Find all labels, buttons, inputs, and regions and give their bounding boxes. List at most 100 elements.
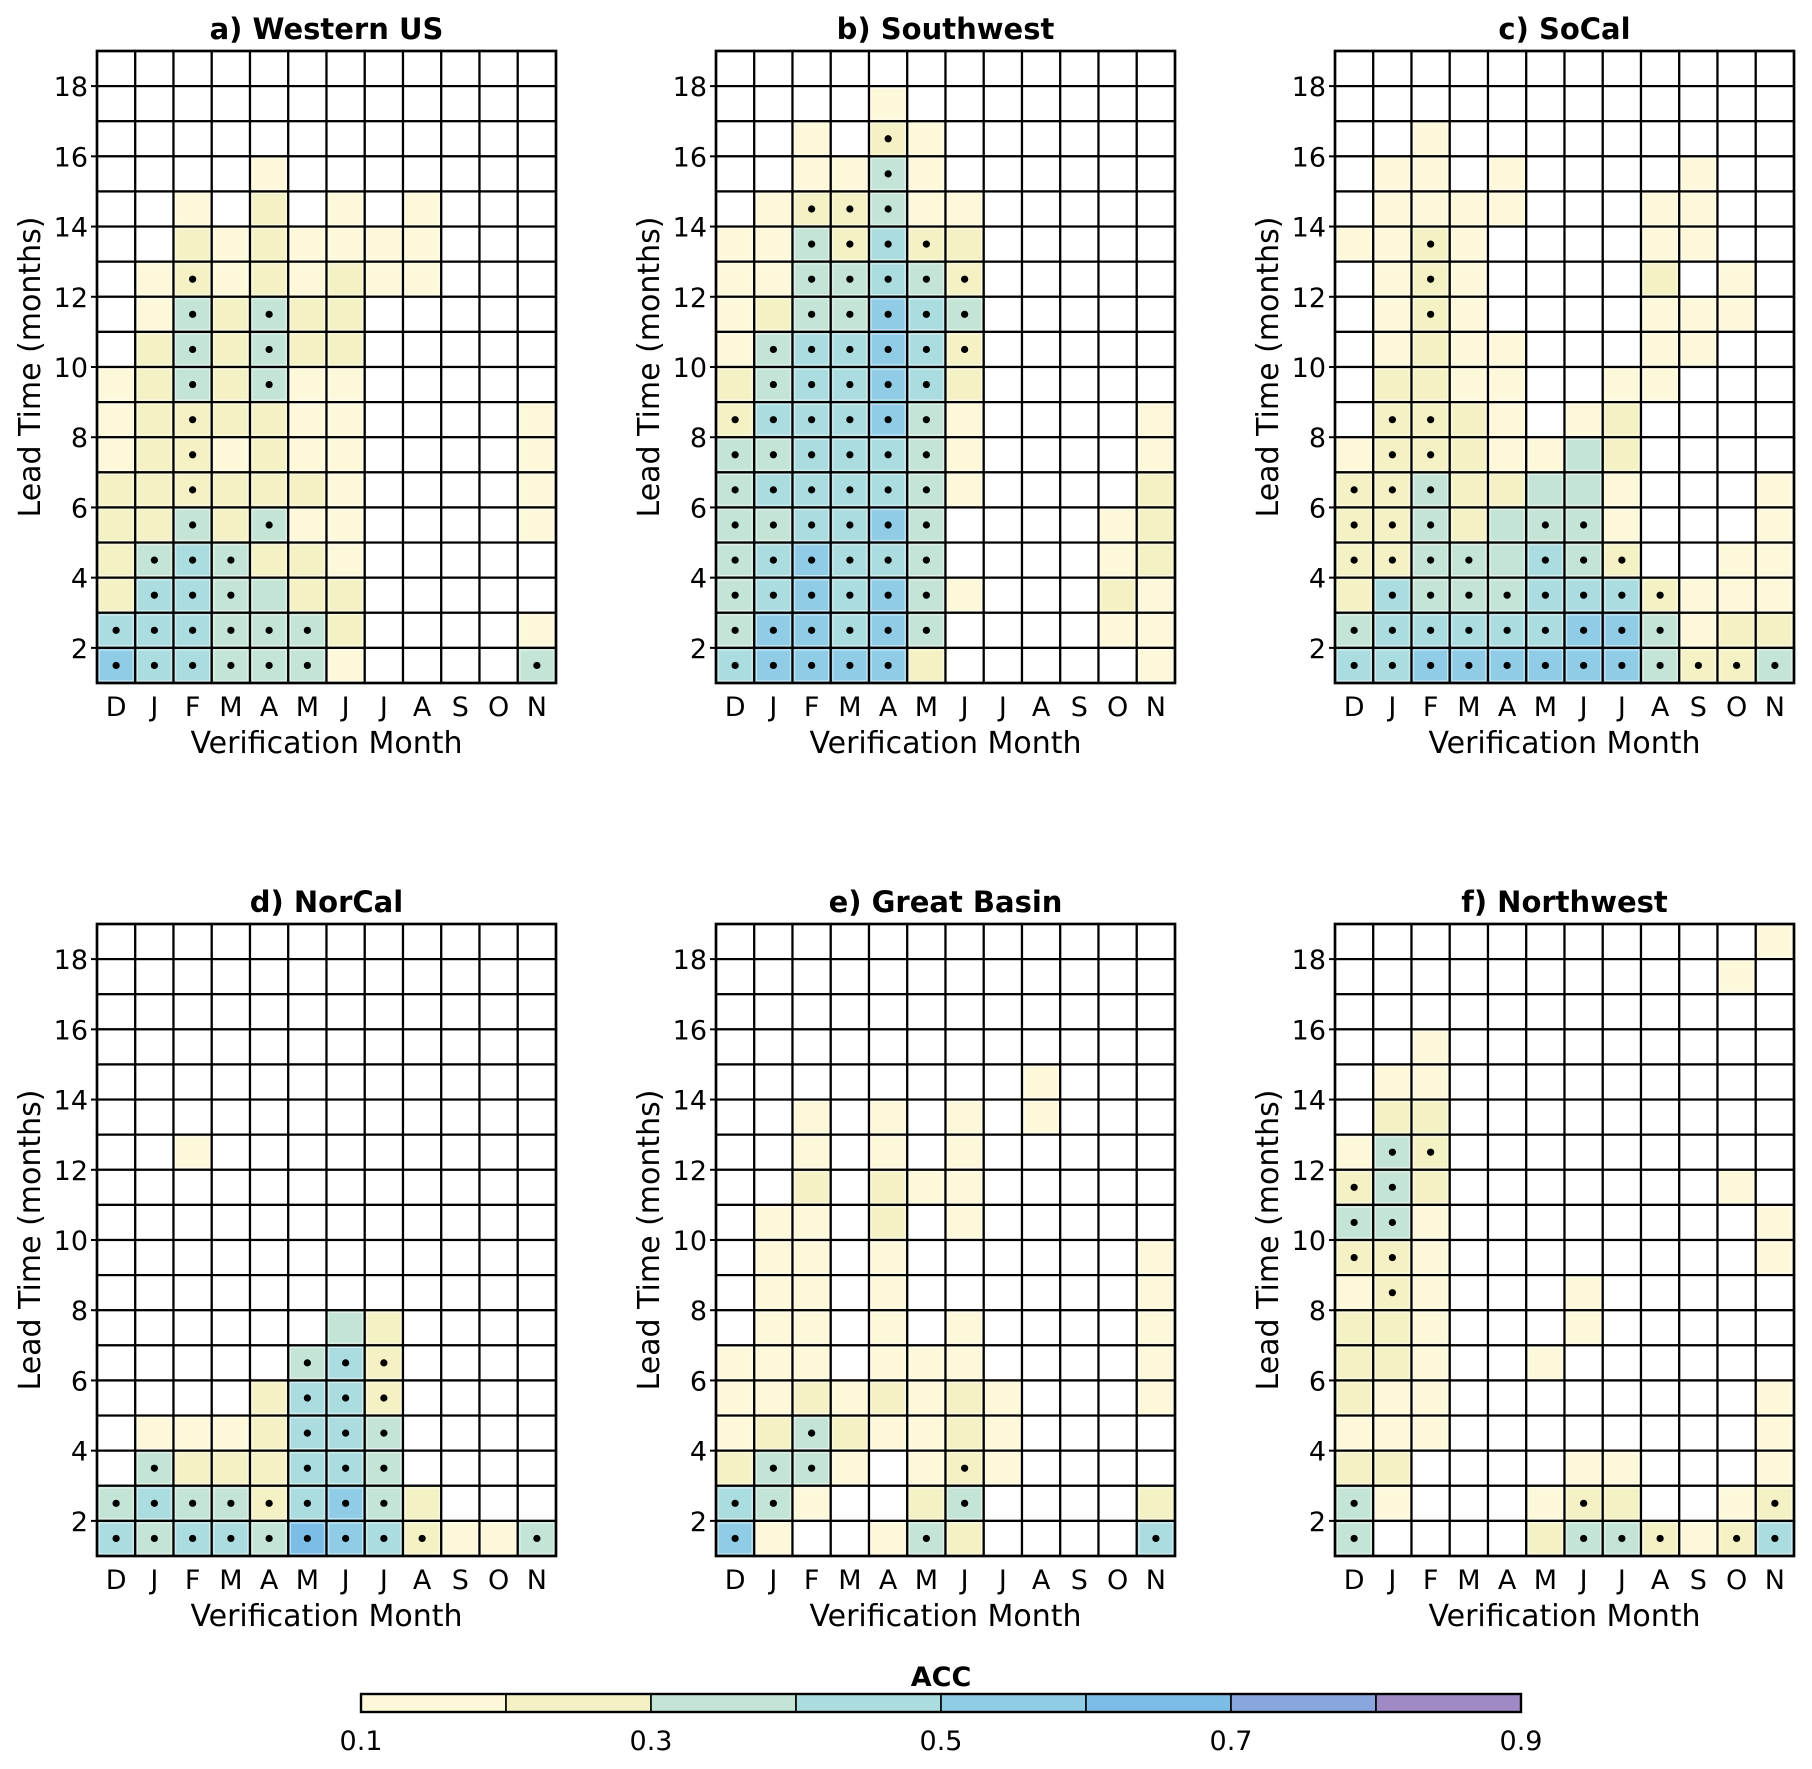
heatmap-cell-edge [289,333,325,366]
significance-dot [1771,1499,1779,1507]
heatmap-cell-edge [1374,579,1410,612]
heatmap-cell [248,225,290,263]
heatmap-cell-edge [1642,1522,1678,1555]
significance-dot [342,1429,350,1437]
heatmap-cell [1135,365,1177,404]
heatmap-cell-edge [908,1487,944,1520]
y-tick-label: 14 [54,1086,88,1117]
colorbar-tick-label: 0.9 [1500,1726,1543,1757]
heatmap-cell-edge [947,1101,983,1133]
heatmap-cell-edge [794,298,830,331]
heatmap-cell [287,401,328,439]
heatmap-cell-edge [1138,438,1174,471]
heatmap-cell [982,436,1024,474]
significance-dot [731,486,739,494]
heatmap-cell [1486,401,1528,439]
heatmap-cell [1563,260,1604,298]
heatmap-cell-edge [519,474,555,506]
heatmap-cell [95,1028,137,1066]
heatmap-cell-edge [1413,263,1449,296]
heatmap-cell-edge [947,228,983,260]
significance-dot [1388,1183,1396,1191]
heatmap-cell-edge [908,438,944,471]
heatmap-cell [1678,225,1719,263]
heatmap-cell [1097,225,1138,263]
heatmap-cell [1020,155,1062,193]
heatmap-cell [287,365,328,404]
heatmap-cell-edge [908,158,944,190]
heatmap-cell [1601,958,1643,996]
heatmap-cell [95,190,137,228]
heatmap-cell [134,1414,175,1452]
heatmap-cell [1601,1309,1643,1347]
heatmap-cell [401,436,443,474]
heatmap-cell [325,1133,366,1171]
significance-dot [1541,626,1549,634]
heatmap-cell-edge [251,193,287,225]
heatmap-cell-edge [1413,158,1449,190]
heatmap-cell [1716,1238,1757,1277]
significance-dot [808,626,816,634]
heatmap-cell-edge [908,228,944,260]
heatmap-cell [287,993,328,1031]
heatmap-cell [401,1344,443,1382]
y-tick-label: 18 [1292,72,1326,103]
heatmap-cell-edge [1566,1522,1602,1555]
heatmap-cell [325,260,366,298]
heatmap-cell [363,1203,405,1242]
heatmap-cell [1020,49,1062,88]
heatmap-cell [1135,49,1177,88]
heatmap-cell-edge [794,403,830,436]
significance-dot [1656,626,1664,634]
heatmap-cell-edge [794,544,830,576]
heatmap-cell [982,155,1024,193]
heatmap-cell [478,1309,519,1347]
heatmap-cell [1135,993,1177,1031]
heatmap-cell [867,1414,909,1452]
significance-dot [265,1534,273,1543]
heatmap-cell [1448,1133,1490,1171]
heatmap-cell-edge [755,228,791,260]
heatmap-cell-edge [1336,1382,1372,1414]
heatmap-cell-edge [251,649,287,682]
heatmap-cell [1716,401,1757,439]
heatmap-cell [906,1028,947,1066]
heatmap-cell [1020,646,1062,685]
significance-dot [303,626,311,634]
significance-dot [769,451,777,459]
heatmap-cell [1639,993,1681,1031]
heatmap-cell-edge [1138,474,1174,506]
x-tick-label: A [1032,1565,1051,1596]
heatmap-cell-edge [717,474,753,506]
heatmap-cell [982,922,1024,961]
heatmap-cell [134,1063,175,1101]
heatmap-cell [714,1168,756,1206]
heatmap-cell [287,1203,328,1242]
heatmap-cell-edge [289,1487,325,1520]
significance-dot [1350,486,1358,494]
colorbar-ticks: 0.1 0.3 0.5 0.7 0.9 [340,1726,1543,1757]
x-tick-label: A [1498,1565,1517,1596]
heatmap-cell [440,155,481,193]
y-tick-label: 18 [1292,945,1326,976]
heatmap-cell [134,155,175,193]
heatmap-cell [753,295,794,333]
heatmap-cell [325,330,366,369]
significance-dot [922,556,930,564]
x-tick-label: J [340,692,350,723]
heatmap-cell-edge [213,298,249,331]
heatmap-cell [1135,120,1177,158]
heatmap-cell [1059,85,1100,123]
x-tick-label: F [804,692,820,723]
heatmap-cell [325,611,366,649]
heatmap-cell [1410,958,1451,996]
heatmap-cell [248,1098,290,1136]
heatmap-cell [1135,85,1177,123]
heatmap-cell [248,436,290,474]
heatmap-cell [944,1344,985,1382]
heatmap-cell-edge [98,403,134,436]
significance-dot [1388,1289,1396,1297]
heatmap-cell [1716,1063,1757,1101]
heatmap-cell [172,1379,213,1417]
